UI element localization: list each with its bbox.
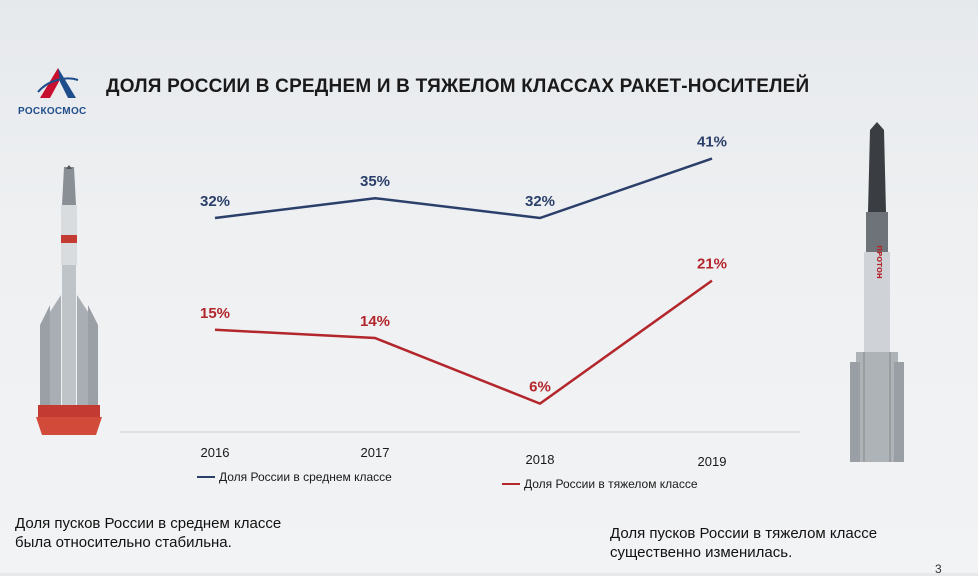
- roscosmos-emblem-icon: [37, 68, 79, 98]
- logo-text: РОСКОСМОС: [18, 106, 87, 117]
- data-label-s0-3: 41%: [697, 134, 727, 151]
- note-right-line-1: Доля пусков России в тяжелом классе: [610, 525, 878, 542]
- note-left-line-1: Доля пусков России в среднем классе: [15, 515, 282, 532]
- legend-label-medium: Доля России в среднем классе: [219, 470, 392, 484]
- series-line-0: [214, 157, 713, 220]
- legend-swatch-medium: [197, 476, 215, 478]
- note-right: Доля пусков России в тяжелом классе суще…: [610, 524, 877, 562]
- legend-label-heavy: Доля России в тяжелом классе: [524, 477, 698, 491]
- series-line-1: [214, 279, 713, 406]
- legend-item-heavy: Доля России в тяжелом классе: [502, 477, 698, 491]
- note-left-line-2: была относительно стабильна.: [15, 534, 232, 551]
- x-tick-label-3: 2019: [698, 454, 727, 469]
- proton-rocket-image: ПРОТОН: [850, 122, 904, 462]
- proton-label: ПРОТОН: [875, 245, 883, 279]
- x-tick-label-0: 2016: [201, 445, 230, 460]
- data-label-s1-1: 14%: [360, 313, 390, 330]
- data-label-s0-1: 35%: [360, 173, 390, 190]
- note-right-line-2: существенно изменилась.: [610, 544, 793, 561]
- roscosmos-logo: РОСКОСМОС: [18, 62, 98, 122]
- page-title: ДОЛЯ РОССИИ В СРЕДНЕМ И В ТЯЖЕЛОМ КЛАССА…: [106, 76, 810, 97]
- data-label-s1-2: 6%: [529, 379, 551, 396]
- x-tick-label-2: 2018: [526, 452, 555, 467]
- note-left: Доля пусков России в среднем классе была…: [15, 514, 281, 552]
- data-label-s0-0: 32%: [200, 193, 230, 210]
- data-label-s0-2: 32%: [525, 193, 555, 210]
- page-number: 3: [935, 562, 942, 576]
- legend-swatch-heavy: [502, 483, 520, 485]
- x-tick-label-1: 2017: [361, 445, 390, 460]
- data-label-s1-3: 21%: [697, 256, 727, 273]
- data-label-s1-0: 15%: [200, 305, 230, 322]
- soyuz-rocket-image: [36, 165, 102, 435]
- legend-item-medium: Доля России в среднем классе: [197, 470, 392, 484]
